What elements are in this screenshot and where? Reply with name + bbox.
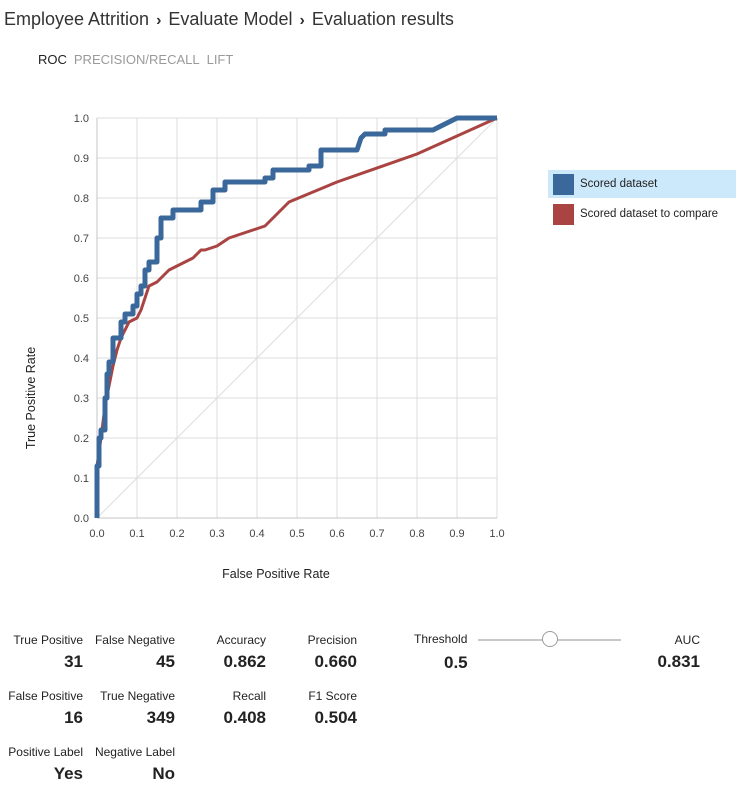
x-tick-label: 0.6 (329, 528, 344, 540)
metric-f1-score: F1 Score 0.504 (308, 689, 357, 728)
metric-label: F1 Score (308, 689, 357, 703)
metric-label: Precision (307, 633, 357, 647)
x-tick-label: 0.9 (449, 528, 464, 540)
metric-true-negative: True Negative 349 (100, 689, 175, 728)
chart-series (94, 115, 498, 519)
chevron-right-icon: › (299, 12, 305, 29)
y-tick-label: 0.7 (74, 233, 89, 245)
metric-value: 45 (156, 652, 175, 671)
metric-label: Accuracy (216, 633, 266, 647)
y-tick-label: 0.1 (74, 473, 89, 485)
x-tick-label: 0.7 (369, 528, 384, 540)
tab-precision-recall[interactable]: PRECISION/RECALL (73, 52, 200, 67)
metric-label: False Negative (94, 633, 175, 647)
metric-false-positive: False Positive 16 (8, 689, 83, 728)
metric-value: 0.408 (223, 708, 266, 727)
metric-negative-label: Negative Label No (95, 745, 175, 784)
metric-label: False Positive (8, 689, 83, 703)
metric-label: Positive Label (8, 745, 83, 759)
metric-true-positive: True Positive 31 (13, 633, 83, 672)
chart-tabs: ROC PRECISION/RECALL LIFT (38, 52, 240, 67)
metric-label: AUC (674, 633, 700, 647)
roc-chart: 0.0 0.1 0.2 0.3 0.4 0.5 0.6 0.7 0.8 0.9 1.0 0.0 0.1 0… (24, 113, 505, 581)
x-tick-label: 0.4 (249, 528, 264, 540)
x-tick-label: 0.2 (169, 528, 184, 540)
tab-roc[interactable]: ROC (38, 52, 67, 67)
x-tick-label: 1.0 (489, 528, 504, 540)
y-tick-label: 1.0 (74, 113, 89, 125)
metric-value: 16 (64, 708, 83, 727)
metric-value: 0.862 (223, 652, 266, 671)
metric-accuracy: Accuracy 0.862 (217, 633, 266, 672)
metric-value: Yes (53, 764, 83, 783)
metric-auc: AUC 0.831 (657, 633, 700, 672)
x-tick-label: 0.1 (129, 528, 144, 540)
y-tick-label: 0.9 (74, 153, 89, 165)
x-tick-label: 0.3 (209, 528, 224, 540)
y-tick-label: 0.4 (74, 353, 89, 365)
series-line-scored-dataset-to-compare (95, 116, 498, 518)
legend-item-scored-dataset[interactable]: Scored dataset (548, 170, 736, 198)
axis-ticks: 0.0 0.1 0.2 0.3 0.4 0.5 0.6 0.7 0.8 0.9 1.0 0.0 0.1 0… (74, 113, 505, 540)
metric-label: Negative Label (94, 745, 175, 759)
metric-value: 0.504 (314, 708, 357, 727)
x-tick-label: 0.5 (289, 528, 304, 540)
metric-value: 349 (146, 708, 175, 727)
metric-label: True Positive (13, 633, 83, 647)
y-tick-label: 0.2 (74, 433, 89, 445)
x-tick-label: 0.8 (409, 528, 424, 540)
y-tick-label: 0.5 (74, 313, 89, 325)
legend-swatch (553, 173, 574, 195)
x-tick-label: 0.0 (89, 528, 104, 540)
legend-swatch (553, 203, 574, 225)
metric-label: Recall (232, 689, 266, 703)
y-axis-label: True Positive Rate (24, 347, 38, 449)
y-tick-label: 0.8 (74, 193, 89, 205)
chevron-right-icon: › (156, 12, 162, 29)
metric-label: True Negative (100, 689, 175, 703)
chart-legend: Scored dataset Scored dataset to compare (548, 170, 736, 230)
threshold-label: Threshold (414, 632, 468, 646)
threshold-slider-thumb[interactable] (541, 631, 558, 647)
tab-lift[interactable]: LIFT (206, 52, 234, 67)
metric-recall: Recall 0.408 (223, 689, 266, 728)
metric-value: 0.660 (314, 652, 357, 671)
breadcrumb-item-experiment[interactable]: Employee Attrition (4, 9, 150, 29)
x-axis-label: False Positive Rate (222, 567, 330, 581)
metric-value: No (152, 764, 175, 783)
metric-false-negative: False Negative 45 (95, 633, 175, 672)
legend-label: Scored dataset (580, 178, 658, 190)
breadcrumb-item-current: Evaluation results (311, 9, 454, 29)
metric-positive-label: Positive Label Yes (8, 745, 83, 784)
y-tick-label: 0.6 (74, 273, 89, 285)
series-line-scored-dataset (94, 115, 497, 518)
metric-precision: Precision 0.660 (308, 633, 357, 672)
breadcrumb-item-module[interactable]: Evaluate Model (168, 9, 293, 29)
metric-value: 0.831 (657, 652, 700, 671)
legend-item-scored-dataset-to-compare[interactable]: Scored dataset to compare (548, 200, 736, 228)
y-tick-label: 0.0 (74, 513, 89, 525)
reference-diagonal-line (96, 117, 498, 519)
breadcrumb: Employee Attrition › Evaluate Model › Evalua… (4, 9, 454, 30)
threshold-value: 0.5 (444, 653, 468, 672)
metric-value: 31 (64, 652, 83, 671)
legend-label: Scored dataset to compare (580, 208, 719, 220)
y-tick-label: 0.3 (74, 393, 89, 405)
